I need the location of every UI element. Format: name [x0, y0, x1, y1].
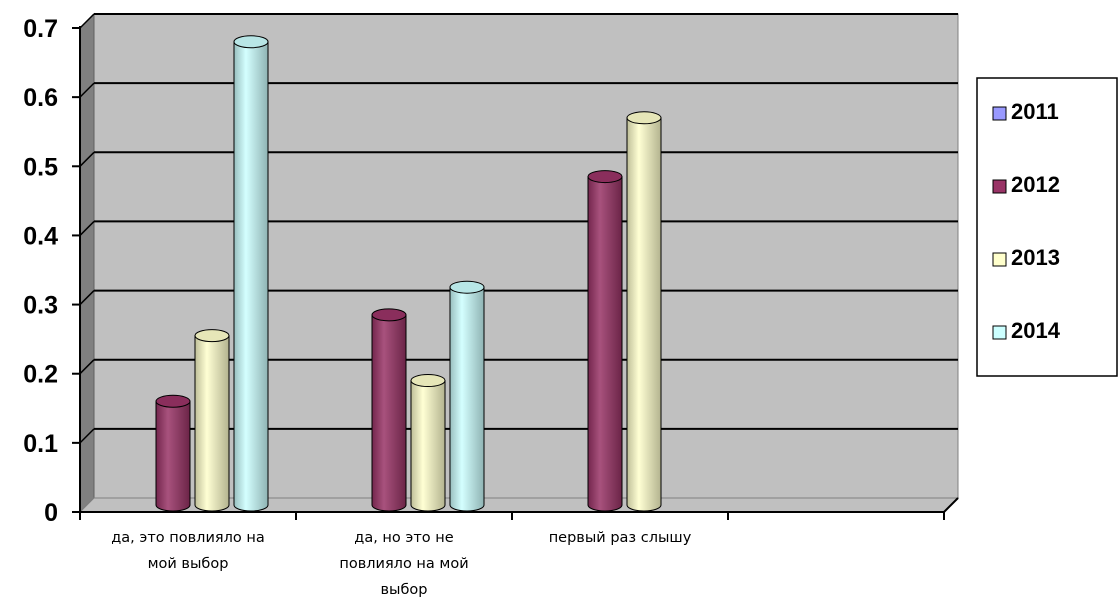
y-tick-label: 0.3	[23, 292, 58, 320]
y-tick-label: 0.7	[23, 15, 58, 43]
legend-item: 2013	[992, 245, 1060, 270]
side-wall	[79, 12, 95, 514]
gridline-side	[79, 359, 95, 375]
gridline-side	[79, 220, 95, 236]
gridline-side	[79, 82, 95, 98]
x-tick-label: да, это повлияло на мой выбор	[111, 530, 264, 572]
legend-item: 2011	[992, 99, 1059, 124]
y-tick-label: 0.5	[23, 153, 58, 181]
gridline-side	[79, 151, 95, 167]
legend-label: 2014	[1011, 318, 1061, 343]
bar-2012-2	[587, 170, 623, 512]
bar-2014-0	[233, 35, 269, 512]
gridline-side	[79, 428, 95, 444]
y-tick-label: 0.4	[23, 222, 58, 250]
axes	[72, 26, 959, 520]
legend: 2011 2012 2013 2014	[976, 77, 1118, 377]
x-tick-label: да, но это не повлияло на мой выбор	[339, 530, 468, 598]
bar-2013-1	[410, 374, 446, 512]
legend-label: 2011	[1011, 99, 1059, 124]
bar-2012-0	[155, 394, 191, 512]
legend-swatch	[992, 252, 1007, 267]
y-axis-tick-labels: 0 0.1 0.2 0.3 0.4 0.5 0.6 0.7	[23, 15, 58, 527]
x-tick-label: первый раз слышу	[549, 530, 692, 546]
bar-2012-1	[371, 308, 407, 512]
gridline-side	[79, 13, 95, 29]
legend-item: 2014	[992, 318, 1061, 343]
legend-swatch	[992, 106, 1007, 121]
legend-swatch	[992, 179, 1007, 194]
bar-2013-0	[194, 329, 230, 512]
legend-label: 2012	[1011, 172, 1060, 197]
bar-2014-1	[449, 280, 485, 512]
y-tick-label: 0.6	[23, 84, 58, 112]
legend-item: 2012	[992, 172, 1060, 197]
y-tick-label: 0.2	[23, 361, 58, 389]
bars	[155, 35, 662, 512]
legend-label: 2013	[1011, 245, 1060, 270]
gridline-side	[79, 290, 95, 306]
x-axis-depth	[943, 497, 959, 513]
y-tick-label: 0.1	[23, 430, 58, 458]
bar-2013-2	[626, 111, 662, 512]
y-tick-label: 0	[44, 499, 58, 527]
legend-swatch	[992, 325, 1007, 340]
x-axis-tick-labels: да, это повлияло на мой выбор да, но это н…	[111, 530, 692, 598]
